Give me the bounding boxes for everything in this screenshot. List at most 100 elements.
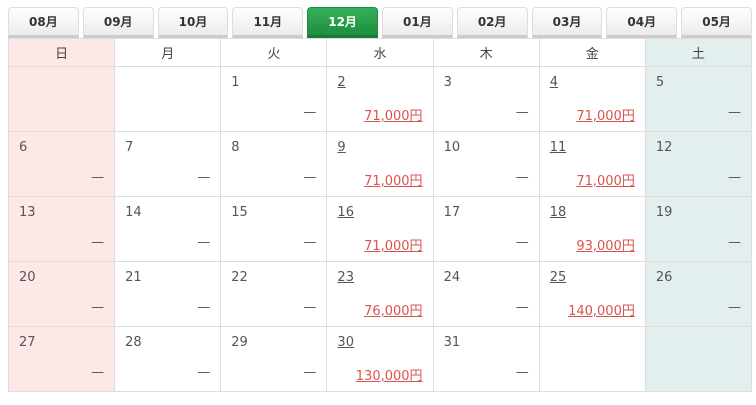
calendar-day-cell: 20 — (7, 261, 116, 327)
price-link[interactable]: 71,000円 (364, 239, 423, 254)
weekday-header: 日月火水木金土 (7, 38, 753, 67)
day-number: 5 (655, 75, 665, 90)
day-number: 1 (231, 75, 240, 90)
calendar-day-cell[interactable]: 18 93,000円 (538, 196, 646, 262)
day-number[interactable]: 25 (549, 270, 567, 285)
calendar-day-cell[interactable]: 2 71,000円 (326, 66, 434, 132)
no-price-mark: — (515, 235, 529, 250)
day-number[interactable]: 16 (337, 205, 354, 220)
calendar-day-cell[interactable]: 4 71,000円 (538, 66, 646, 132)
calendar-day-cell (538, 326, 646, 392)
tab-month-12[interactable]: 12月 (307, 7, 378, 38)
calendar-day-cell: 22 — (220, 261, 328, 327)
weekday-header-cell: 月 (114, 38, 222, 67)
day-number: 24 (443, 270, 461, 285)
calendar-day-cell: 14 — (114, 196, 222, 262)
calendar-day-cell[interactable]: 11 71,000円 (538, 131, 646, 197)
no-price-mark: — (91, 235, 105, 250)
no-price-mark: — (197, 170, 211, 185)
calendar-day-cell: 29 — (220, 326, 328, 392)
price-link[interactable]: 71,000円 (364, 109, 423, 124)
weekday-header-cell: 日 (7, 38, 116, 67)
tab-month-05[interactable]: 05月 (681, 7, 752, 38)
day-number: 8 (231, 140, 240, 155)
calendar-day-cell: 19 — (644, 196, 753, 262)
no-price-mark: — (515, 365, 529, 380)
tab-month-03[interactable]: 03月 (531, 7, 603, 38)
day-number[interactable]: 18 (549, 205, 567, 220)
day-number[interactable]: 23 (337, 270, 354, 285)
tab-month-09[interactable]: 09月 (82, 7, 154, 38)
price-link[interactable]: 71,000円 (364, 174, 423, 189)
weekday-header-cell: 水 (326, 38, 434, 67)
day-number: 20 (19, 270, 36, 285)
calendar-day-cell: 27 — (7, 326, 116, 392)
day-number: 17 (443, 205, 461, 220)
day-number: 6 (19, 140, 28, 155)
tab-month-10[interactable]: 10月 (157, 7, 229, 38)
calendar-day-cell: 5— (644, 66, 753, 132)
day-number: 26 (655, 270, 673, 285)
calendar-day-cell: 28 — (114, 326, 222, 392)
calendar-day-cell[interactable]: 16 71,000円 (326, 196, 434, 262)
price-link[interactable]: 130,000円 (355, 369, 423, 384)
price-link[interactable]: 71,000円 (576, 109, 635, 124)
no-price-mark: — (197, 235, 211, 250)
month-tabs: 08月 09月 10月 11月 12月 01月 02月 03月 04月 05月 (8, 7, 752, 38)
calendar-week: 20 — 21 — 22 — 23 76,000円 24 — 25 140,000円 26 — (7, 261, 753, 327)
price-link[interactable]: 71,000円 (576, 174, 635, 189)
day-number[interactable]: 2 (337, 75, 346, 90)
calendar-day-cell: 21 — (114, 261, 222, 327)
day-number[interactable]: 30 (337, 335, 354, 350)
day-number[interactable]: 9 (337, 140, 346, 155)
weekday-header-cell: 金 (538, 38, 646, 67)
no-price-mark: — (197, 365, 211, 380)
calendar-day-cell (114, 66, 222, 132)
calendar-day-cell: 26 — (644, 261, 753, 327)
price-link[interactable]: 140,000円 (568, 304, 635, 319)
calendar-week: 1—2 71,000円 3—4 71,000円 5— (7, 66, 753, 132)
day-number: 14 (125, 205, 142, 220)
price-link[interactable]: 76,000円 (364, 304, 423, 319)
day-number[interactable]: 11 (549, 140, 567, 155)
tab-month-01[interactable]: 01月 (381, 7, 453, 38)
day-number[interactable]: 4 (549, 75, 558, 90)
calendar-day-cell[interactable]: 25 140,000円 (538, 261, 646, 327)
no-price-mark: — (728, 105, 741, 120)
no-price-mark: — (728, 235, 741, 250)
no-price-mark: — (303, 105, 317, 120)
no-price-mark: — (197, 300, 211, 315)
calendar-week: 6—7—8—9 71,000円 10—11 71,000円 12— (7, 131, 753, 197)
day-number: 28 (125, 335, 142, 350)
day-number: 27 (19, 335, 36, 350)
tab-month-04[interactable]: 04月 (606, 7, 678, 38)
no-price-mark: — (91, 365, 105, 380)
day-number: 15 (231, 205, 248, 220)
tab-month-08[interactable]: 08月 (8, 7, 79, 38)
calendar-day-cell: 15 — (220, 196, 328, 262)
day-number: 29 (231, 335, 248, 350)
price-link[interactable]: 93,000円 (576, 239, 635, 254)
calendar-day-cell (7, 66, 116, 132)
day-number: 12 (655, 140, 673, 155)
day-number: 22 (231, 270, 248, 285)
calendar: 日月火水木金土 1—2 71,000円 3—4 71,000円 5—6—7—8—9 71,… (7, 38, 753, 392)
no-price-mark: — (728, 300, 741, 315)
calendar-day-cell[interactable]: 30 130,000円 (326, 326, 434, 392)
tab-month-11[interactable]: 11月 (232, 7, 304, 38)
calendar-day-cell: 10 — (432, 131, 540, 197)
tab-month-02[interactable]: 02月 (456, 7, 528, 38)
day-number: 13 (19, 205, 36, 220)
calendar-week: 13 — 14 — 15 — 16 71,000円 17 — 18 93,000円 19 — (7, 196, 753, 262)
calendar-day-cell: 31 — (432, 326, 540, 392)
calendar-day-cell: 3— (432, 66, 540, 132)
calendar-day-cell: 12 — (644, 131, 753, 197)
day-number: 10 (443, 140, 461, 155)
calendar-day-cell: 8— (220, 131, 328, 197)
no-price-mark: — (728, 170, 741, 185)
calendar-day-cell[interactable]: 23 76,000円 (326, 261, 434, 327)
calendar-day-cell[interactable]: 9 71,000円 (326, 131, 434, 197)
no-price-mark: — (303, 300, 317, 315)
day-number: 3 (443, 75, 452, 90)
no-price-mark: — (91, 300, 105, 315)
